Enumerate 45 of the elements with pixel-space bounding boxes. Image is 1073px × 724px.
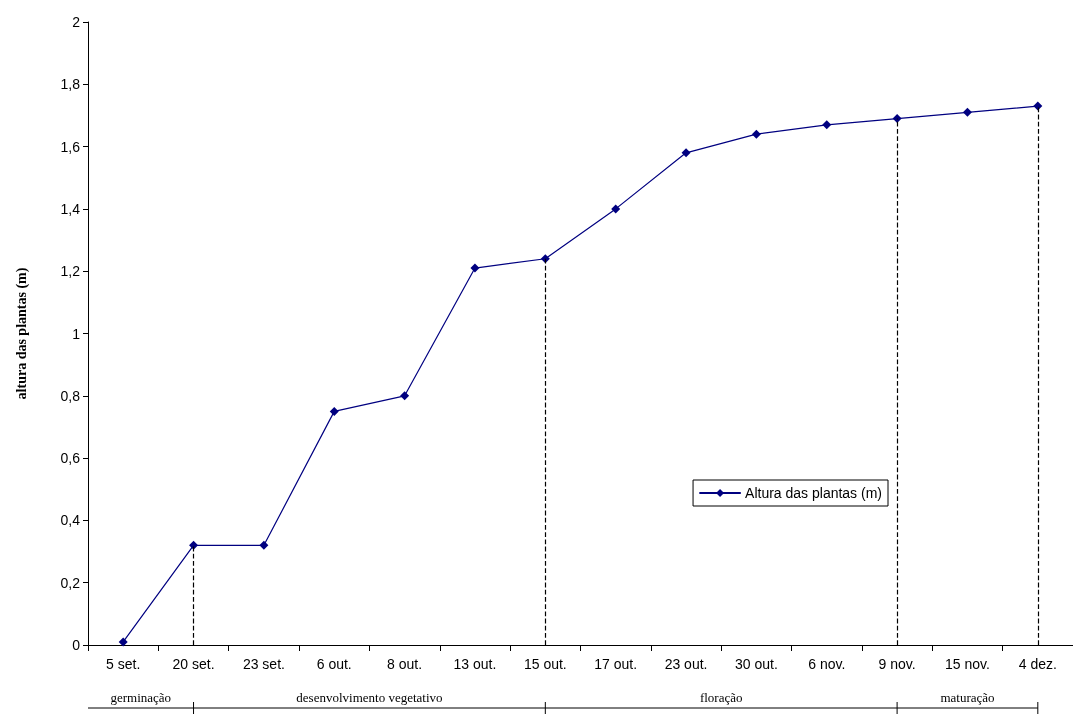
x-tick-label: 30 out. bbox=[734, 656, 778, 672]
x-tick-label: 8 out. bbox=[387, 656, 423, 672]
x-tick-label: 15 nov. bbox=[945, 656, 990, 672]
x-tick-label: 20 set. bbox=[172, 656, 215, 672]
y-tick-label: 2 bbox=[72, 14, 81, 30]
point bbox=[1033, 101, 1043, 111]
point bbox=[400, 391, 410, 401]
point bbox=[118, 637, 128, 647]
y-tick-label: 1 bbox=[72, 325, 81, 342]
y-tick-label: 0,6 bbox=[60, 450, 81, 467]
point bbox=[681, 148, 691, 158]
text: desenvolvimento vegetativo bbox=[296, 690, 443, 705]
x-tick-label: 4 dez. bbox=[1018, 656, 1057, 672]
legend-label: Altura das plantas (m) bbox=[745, 485, 883, 501]
point bbox=[189, 540, 199, 550]
text: maturação bbox=[940, 690, 995, 705]
point bbox=[611, 204, 621, 214]
point bbox=[962, 107, 972, 117]
x-tick-label: 15 out. bbox=[523, 656, 567, 672]
y-tick-label: 0,2 bbox=[60, 574, 81, 591]
x-tick-label: 23 out. bbox=[664, 656, 708, 672]
y-tick-label: 1,2 bbox=[60, 263, 81, 280]
point bbox=[259, 540, 269, 550]
text: floração bbox=[699, 690, 743, 705]
x-tick-label: 6 out. bbox=[316, 656, 352, 672]
point bbox=[892, 114, 902, 124]
text: germinação bbox=[110, 690, 172, 705]
y-tick-label: 0 bbox=[72, 637, 81, 653]
y-axis-title: altura das plantas (m) bbox=[13, 267, 30, 400]
x-tick-label: 23 set. bbox=[242, 656, 285, 672]
x-tick-label: 13 out. bbox=[453, 656, 497, 672]
y-tick-label: 0,4 bbox=[60, 512, 81, 529]
x-tick-label: 17 out. bbox=[594, 656, 638, 672]
point bbox=[470, 263, 480, 273]
y-tick-label: 1,6 bbox=[60, 138, 81, 155]
point bbox=[329, 406, 339, 416]
x-tick-label: 6 nov. bbox=[808, 656, 846, 672]
y-tick-label: 1,8 bbox=[60, 76, 81, 93]
x-tick-label: 9 nov. bbox=[878, 656, 916, 672]
point bbox=[751, 129, 761, 139]
x-tick-label: 5 set. bbox=[106, 656, 141, 672]
point bbox=[822, 120, 832, 130]
point bbox=[540, 254, 550, 264]
y-tick-label: 1,4 bbox=[60, 200, 81, 217]
y-tick-label: 0,8 bbox=[60, 387, 81, 404]
